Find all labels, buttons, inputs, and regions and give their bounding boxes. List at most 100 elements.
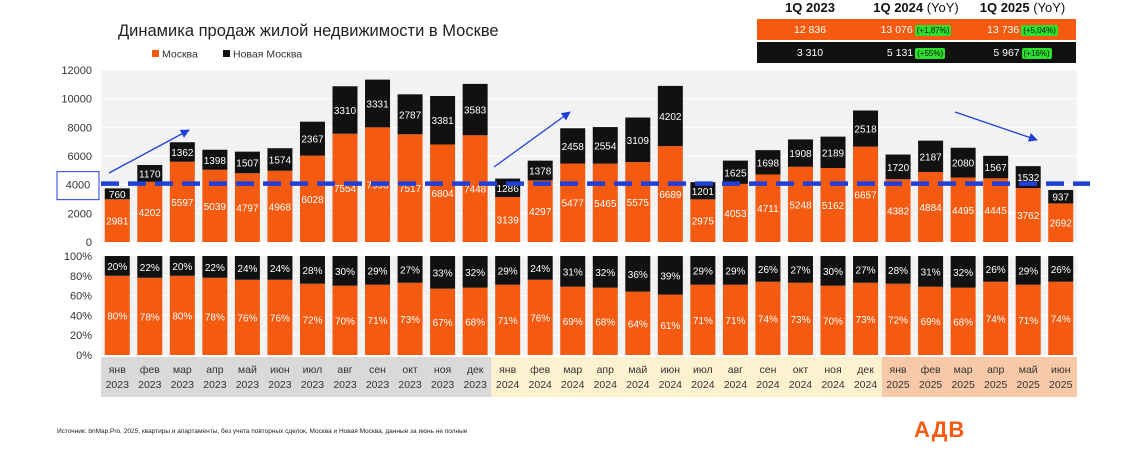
data-label-new-moscow: 2554 xyxy=(594,141,617,152)
bar-moscow xyxy=(397,134,423,242)
bar-new-moscow xyxy=(690,182,716,200)
pct-label-moscow: 72% xyxy=(302,315,322,326)
x-tick-month: дек xyxy=(857,364,874,376)
pct-bar-moscow xyxy=(267,279,293,355)
bar-new-moscow xyxy=(234,151,260,174)
bar-new-moscow xyxy=(267,148,293,171)
y-tick-label: 12000 xyxy=(61,65,92,77)
x-tick-month: окт xyxy=(402,364,418,376)
data-label-new-moscow: 1574 xyxy=(269,156,292,167)
data-label-new-moscow: 2187 xyxy=(919,152,942,163)
pct-label-new-moscow: 31% xyxy=(921,267,941,278)
data-label-new-moscow: 2518 xyxy=(854,125,877,136)
data-label-new-moscow: 1362 xyxy=(171,148,194,159)
bar-moscow xyxy=(495,197,521,242)
pct-label-moscow: 74% xyxy=(986,314,1006,325)
data-label-moscow: 5597 xyxy=(171,198,194,209)
data-label-moscow: 6689 xyxy=(659,190,682,201)
x-tick-year: 2025 xyxy=(886,379,910,391)
x-tick-month: сен xyxy=(369,364,386,376)
x-tick-month: мар xyxy=(173,364,192,376)
summary-row-0: 12 836 13 076 (+1,87%) 13 736 (+5,04%) xyxy=(757,19,1076,40)
pct-bar-new-moscow xyxy=(885,256,911,284)
bar-moscow xyxy=(853,146,879,242)
pct-bar-new-moscow xyxy=(560,256,586,287)
pct-bar-new-moscow xyxy=(755,256,781,282)
x-tick-month: фев xyxy=(530,364,550,376)
data-label-new-moscow: 1532 xyxy=(1017,173,1040,184)
data-label-new-moscow: 1170 xyxy=(139,169,161,180)
bar-moscow xyxy=(104,199,130,242)
x-tick-year: 2024 xyxy=(691,379,715,391)
reference-label-box xyxy=(56,171,100,201)
legend-swatch xyxy=(152,50,159,57)
pct-bar-moscow xyxy=(202,277,228,355)
y-tick-label: 8000 xyxy=(68,122,92,134)
pct-label-moscow: 73% xyxy=(790,315,810,326)
pct-bar-moscow xyxy=(592,287,618,355)
legend-label: Москва xyxy=(162,49,198,61)
x-tick-month: июл xyxy=(303,364,323,376)
pct-label-moscow: 68% xyxy=(465,317,485,328)
pct-bar-moscow xyxy=(462,287,488,355)
summary-row-1: 3 310 5 131 (+55%) 5 967 (+16%) xyxy=(757,42,1076,63)
pct-label-new-moscow: 20% xyxy=(172,262,192,273)
x-tick-month: апр xyxy=(987,364,1005,376)
x-tick-year: 2024 xyxy=(659,379,683,391)
pct-label-moscow: 71% xyxy=(725,316,745,327)
data-label-moscow: 2975 xyxy=(692,217,715,228)
pct-bar-new-moscow xyxy=(299,256,325,284)
bar-moscow xyxy=(137,181,163,242)
year-band xyxy=(101,357,492,397)
summary-cell: 12 836 xyxy=(757,24,863,36)
pct-label-new-moscow: 36% xyxy=(628,270,648,281)
y-tick-label: 0% xyxy=(76,350,92,362)
pct-bar-moscow xyxy=(657,294,683,355)
bar-moscow xyxy=(299,155,325,242)
x-tick-month: янв xyxy=(499,364,516,376)
bar-moscow xyxy=(657,146,683,242)
y-tick-label: 10000 xyxy=(61,94,92,106)
pct-bar-moscow xyxy=(625,291,651,355)
data-label-new-moscow: 760 xyxy=(109,190,126,201)
x-tick-year: 2023 xyxy=(431,379,455,391)
x-tick-month: ноя xyxy=(434,364,451,376)
x-tick-month: ноя xyxy=(824,364,841,376)
pct-bar-new-moscow xyxy=(592,256,618,288)
pct-label-moscow: 64% xyxy=(628,319,648,330)
x-tick-year: 2023 xyxy=(463,379,487,391)
trend-arrow-icon xyxy=(954,111,1038,142)
pct-bar-moscow xyxy=(885,283,911,355)
x-tick-month: апр xyxy=(206,364,224,376)
pct-label-new-moscow: 20% xyxy=(107,262,127,273)
x-tick-year: 2024 xyxy=(821,379,845,391)
data-label-moscow: 4797 xyxy=(236,204,259,215)
bar-new-moscow xyxy=(657,85,683,147)
pct-label-moscow: 76% xyxy=(270,313,290,324)
pct-bar-moscow xyxy=(755,281,781,355)
pct-bar-new-moscow xyxy=(169,256,195,276)
pct-bar-moscow xyxy=(560,286,586,355)
x-tick-month: дек xyxy=(467,364,484,376)
pct-label-new-moscow: 26% xyxy=(986,265,1006,276)
x-tick-year: 2023 xyxy=(203,379,227,391)
bar-moscow xyxy=(820,168,846,242)
pct-label-moscow: 61% xyxy=(660,321,680,332)
pct-label-new-moscow: 26% xyxy=(1051,265,1071,276)
x-tick-year: 2024 xyxy=(561,379,585,391)
x-tick-year: 2024 xyxy=(529,379,553,391)
y-tick-label: 20% xyxy=(70,330,92,342)
pct-bar-new-moscow xyxy=(202,256,228,278)
bar-new-moscow xyxy=(853,110,879,147)
summary-value: 13 076 xyxy=(880,23,913,36)
pct-label-new-moscow: 30% xyxy=(335,267,355,278)
bar-new-moscow xyxy=(169,142,195,162)
data-label-moscow: 5465 xyxy=(594,199,617,210)
data-label-new-moscow: 2080 xyxy=(952,159,975,170)
pct-label-new-moscow: 22% xyxy=(205,263,225,274)
x-tick-year: 2025 xyxy=(984,379,1008,391)
pct-label-new-moscow: 29% xyxy=(498,266,518,277)
summary-cell: 13 076 (+1,87%) xyxy=(863,24,969,36)
x-tick-year: 2023 xyxy=(333,379,357,391)
data-label-moscow: 5039 xyxy=(204,202,227,213)
